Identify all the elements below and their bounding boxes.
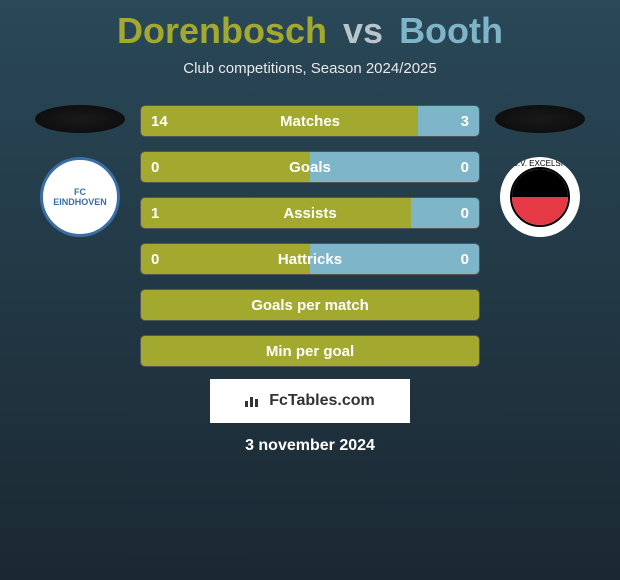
title-player2: Booth xyxy=(399,10,503,51)
stat-row: 143Matches xyxy=(140,105,480,137)
stat-value-left: 0 xyxy=(141,244,310,274)
excelsior-circle-icon xyxy=(510,167,570,227)
date: 3 november 2024 xyxy=(0,437,620,455)
chart-icon xyxy=(245,393,263,410)
stat-value-left: 0 xyxy=(141,152,310,182)
watermark: FcTables.com xyxy=(210,379,410,423)
stat-row-full: Min per goal xyxy=(140,335,480,367)
right-ellipse-icon xyxy=(495,105,585,133)
stat-row: 00Goals xyxy=(140,151,480,183)
stat-value-right: 0 xyxy=(411,198,479,228)
page-title: Dorenbosch vs Booth xyxy=(0,10,620,52)
stat-value-right: 0 xyxy=(310,152,479,182)
stat-row: 10Assists xyxy=(140,197,480,229)
stat-row-full: Goals per match xyxy=(140,289,480,321)
stat-value-left: 14 xyxy=(141,106,418,136)
stat-value-right: 0 xyxy=(310,244,479,274)
watermark-text: FcTables.com xyxy=(269,392,375,410)
stat-value-right: 3 xyxy=(418,106,479,136)
club-badge-left-text: FC EINDHOVEN xyxy=(43,183,117,211)
left-column: FC EINDHOVEN xyxy=(30,105,130,237)
subtitle: Club competitions, Season 2024/2025 xyxy=(0,60,620,77)
stat-value-left: 1 xyxy=(141,198,411,228)
club-badge-left: FC EINDHOVEN xyxy=(40,157,120,237)
stats-column: 143Matches 00Goals 10Assists 00Hattricks Goa… xyxy=(140,105,480,367)
title-vs: vs xyxy=(343,10,383,51)
title-player1: Dorenbosch xyxy=(117,10,327,51)
club-badge-right: S.B.V. EXCELSIOR xyxy=(500,157,580,237)
right-column: S.B.V. EXCELSIOR xyxy=(490,105,590,237)
stat-row: 00Hattricks xyxy=(140,243,480,275)
main-row: FC EINDHOVEN 143Matches00Goals10Assists0… xyxy=(0,105,620,367)
left-ellipse-icon xyxy=(35,105,125,133)
